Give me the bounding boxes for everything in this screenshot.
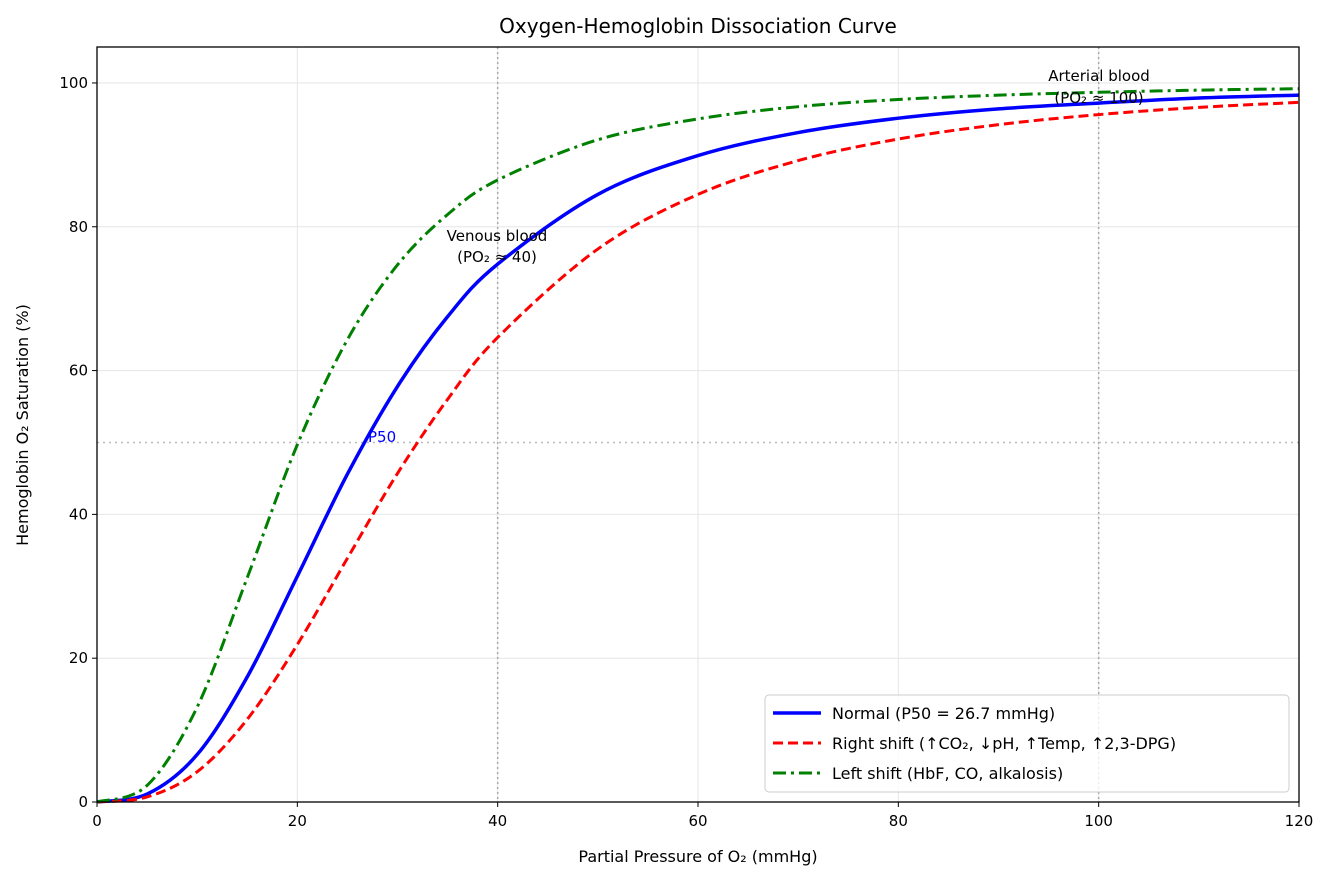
series-line-1 xyxy=(96,100,1300,804)
annotation-venous-line2: (PO₂ ≈ 40) xyxy=(457,248,537,266)
grid xyxy=(96,47,1300,803)
legend-label-normal: Normal (P50 = 26.7 mmHg) xyxy=(832,704,1055,723)
legend-box xyxy=(764,694,1290,793)
x-tick-label: 20 xyxy=(288,812,307,830)
y-axis-label: Hemoglobin O₂ Saturation (%) xyxy=(13,304,32,546)
y-tick-label: 60 xyxy=(69,362,88,380)
axis-ticks: 0 20 40 60 80 100 120 0 20 40 60 80 100 xyxy=(59,74,1313,830)
x-tick-label: 120 xyxy=(1285,812,1314,830)
legend-label-right-shift: Right shift (↑CO₂, ↓pH, ↑Temp, ↑2,3-DPG) xyxy=(832,734,1176,753)
annotation-venous-line1: Venous blood xyxy=(447,227,548,245)
x-tick-label: 40 xyxy=(488,812,507,830)
annotation-arterial-line2: (PO₂ ≈ 100) xyxy=(1054,89,1143,107)
series-lines xyxy=(96,87,1300,804)
annotation-arterial-line1: Arterial blood xyxy=(1048,67,1150,85)
x-axis-label: Partial Pressure of O₂ (mmHg) xyxy=(578,847,817,866)
y-tick-label: 80 xyxy=(69,218,88,236)
annotations: P50 Venous blood (PO₂ ≈ 40) Arterial blo… xyxy=(368,67,1150,446)
x-tick-label: 60 xyxy=(688,812,707,830)
legend: Normal (P50 = 26.7 mmHg) Right shift (↑C… xyxy=(764,694,1290,793)
y-tick-label: 0 xyxy=(78,793,88,811)
chart-title: Oxygen-Hemoglobin Dissociation Curve xyxy=(499,14,897,38)
annotation-p50: P50 xyxy=(368,428,396,446)
x-tick-label: 100 xyxy=(1084,812,1113,830)
series-line-0 xyxy=(96,93,1300,804)
y-tick-label: 40 xyxy=(69,505,88,523)
series-line-2 xyxy=(96,87,1300,804)
y-tick-label: 100 xyxy=(59,74,88,92)
x-tick-label: 0 xyxy=(92,812,102,830)
x-tick-label: 80 xyxy=(889,812,908,830)
legend-label-left-shift: Left shift (HbF, CO, alkalosis) xyxy=(832,764,1063,783)
y-tick-label: 20 xyxy=(69,649,88,667)
reference-lines xyxy=(97,47,1299,802)
